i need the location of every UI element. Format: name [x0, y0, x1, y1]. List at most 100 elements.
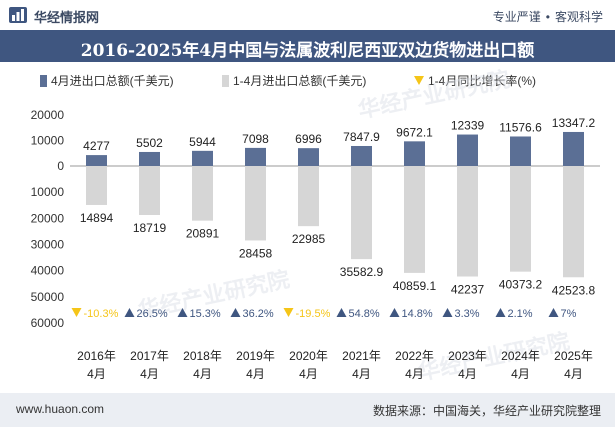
bar-cumulative [86, 166, 107, 205]
bar-monthly [139, 151, 160, 166]
bar-monthly [457, 134, 478, 166]
tagline-left: 专业严谨 [492, 10, 541, 24]
bar-monthly [510, 136, 531, 166]
brand-name: 华经情报网 [34, 10, 100, 25]
bar-monthly [86, 155, 107, 166]
x-tick-label-month: 4月 [352, 367, 371, 381]
header: 华经情报网 专业严谨 • 客观科学 [0, 0, 615, 30]
growth-rate-label: 2.1% [508, 308, 533, 320]
x-tick-label-month: 4月 [405, 367, 424, 381]
data-label-monthly: 13347.2 [552, 116, 596, 130]
bar-cumulative [563, 166, 584, 278]
legend-swatch-monthly [40, 75, 47, 87]
data-label-cumulative: 40373.2 [499, 278, 543, 292]
x-tick-label-year: 2024年 [501, 349, 540, 363]
bar-monthly [192, 150, 213, 166]
x-tick-label-year: 2025年 [554, 349, 593, 363]
y-tick-label: 60000 [31, 316, 65, 330]
growth-rate-label: 3.3% [455, 308, 480, 320]
data-label-cumulative: 14894 [80, 211, 114, 225]
growth-rate-label: -10.3% [84, 308, 119, 320]
legend-item-monthly: 4月进出口总额(千美元) [40, 72, 174, 89]
legend-item-cumulative: 1-4月进出口总额(千美元) [222, 72, 366, 89]
legend-label-cumulative: 1-4月进出口总额(千美元) [233, 74, 367, 88]
growth-down-triangle-icon [283, 308, 294, 317]
data-label-monthly: 7098 [242, 132, 269, 146]
footer: www.huaon.com 数据来源：中国海关，华经产业研究院整理 [0, 393, 615, 427]
bar-cumulative [192, 166, 213, 221]
x-tick-label-year: 2016年 [77, 349, 116, 363]
growth-up-triangle-icon [442, 308, 453, 317]
bar-cumulative [351, 166, 372, 260]
tagline: 专业严谨 • 客观科学 [493, 8, 603, 25]
growth-up-triangle-icon [124, 308, 135, 317]
growth-rate-label: 26.5% [137, 308, 168, 320]
bar-cumulative [457, 166, 478, 277]
x-tick-label-year: 2020年 [289, 349, 328, 363]
data-label-cumulative: 40859.1 [393, 279, 437, 293]
x-tick-label-month: 4月 [87, 367, 106, 381]
bar-monthly [245, 147, 266, 166]
data-label-monthly: 7847.9 [343, 130, 380, 144]
y-tick-label: 30000 [31, 238, 65, 252]
huajing-logo-icon [9, 7, 27, 23]
y-tick-label: 50000 [31, 290, 65, 304]
legend-item-growth: 1-4月同比增长率(%) [414, 72, 536, 89]
data-label-cumulative: 42523.8 [552, 283, 596, 297]
x-tick-label-month: 4月 [458, 367, 477, 381]
y-tick-label: 10000 [31, 134, 65, 148]
bar-cumulative [510, 166, 531, 272]
growth-rate-label: 36.2% [243, 308, 274, 320]
y-tick-label: 0 [57, 159, 64, 173]
growth-up-triangle-icon [548, 308, 559, 317]
bar-monthly [298, 148, 319, 166]
x-tick-label-month: 4月 [193, 367, 212, 381]
data-label-monthly: 6996 [295, 132, 322, 146]
y-tick-label: 10000 [31, 185, 65, 199]
chart-plot: 华经产业研究院 华经产业研究院 华经产业研究院 2000010000010000… [31, 66, 600, 386]
footer-source: 数据来源：中国海关，华经产业研究院整理 [372, 404, 601, 418]
x-tick-label-month: 4月 [140, 367, 159, 381]
x-tick-label-year: 2022年 [395, 349, 434, 363]
bar-cumulative [139, 166, 160, 215]
chart-title: 2016-2025年4月中国与法属波利尼西亚双边货物进出口额 [80, 41, 535, 61]
data-label-monthly: 11576.6 [499, 120, 542, 134]
data-label-cumulative: 22985 [292, 232, 326, 246]
growth-up-triangle-icon [389, 308, 400, 317]
growth-up-triangle-icon [177, 308, 188, 317]
legend-label-monthly: 4月进出口总额(千美元) [51, 74, 174, 88]
y-tick-label: 40000 [31, 264, 65, 278]
bar-monthly [404, 141, 425, 166]
growth-rate-label: 14.8% [402, 308, 433, 320]
data-label-monthly: 9672.1 [396, 125, 433, 139]
footer-site: www.huaon.com [16, 402, 105, 416]
data-label-cumulative: 18719 [133, 221, 167, 235]
watermark-text: 华经产业研究院 [416, 328, 572, 385]
tagline-dot: • [545, 10, 550, 24]
legend-label-growth: 1-4月同比增长率(%) [428, 74, 537, 88]
bar-monthly [563, 131, 584, 166]
growth-rate-label: 7% [561, 308, 577, 320]
x-tick-label-month: 4月 [299, 367, 318, 381]
data-label-monthly: 12339 [451, 119, 485, 133]
x-tick-label-year: 2017年 [130, 349, 169, 363]
x-tick-label-month: 4月 [564, 367, 583, 381]
growth-rate-label: 54.8% [349, 308, 380, 320]
growth-rate-label: -19.5% [296, 308, 331, 320]
growth-down-triangle-icon [71, 308, 82, 317]
growth-up-triangle-icon [495, 308, 506, 317]
x-tick-label-year: 2023年 [448, 349, 487, 363]
bar-monthly [351, 145, 372, 166]
tagline-right: 客观科学 [554, 10, 603, 24]
x-tick-label-year: 2018年 [183, 349, 222, 363]
y-tick-label: 20000 [31, 108, 65, 122]
data-label-monthly: 5502 [136, 136, 163, 150]
data-label-cumulative: 28458 [239, 246, 273, 260]
data-label-cumulative: 35582.9 [340, 265, 384, 279]
x-tick-label-year: 2019年 [236, 349, 275, 363]
growth-up-triangle-icon [230, 308, 241, 317]
data-label-monthly: 4277 [83, 139, 110, 153]
bar-cumulative [245, 166, 266, 241]
legend-swatch-cumulative [222, 75, 229, 87]
bar-cumulative [298, 166, 319, 227]
